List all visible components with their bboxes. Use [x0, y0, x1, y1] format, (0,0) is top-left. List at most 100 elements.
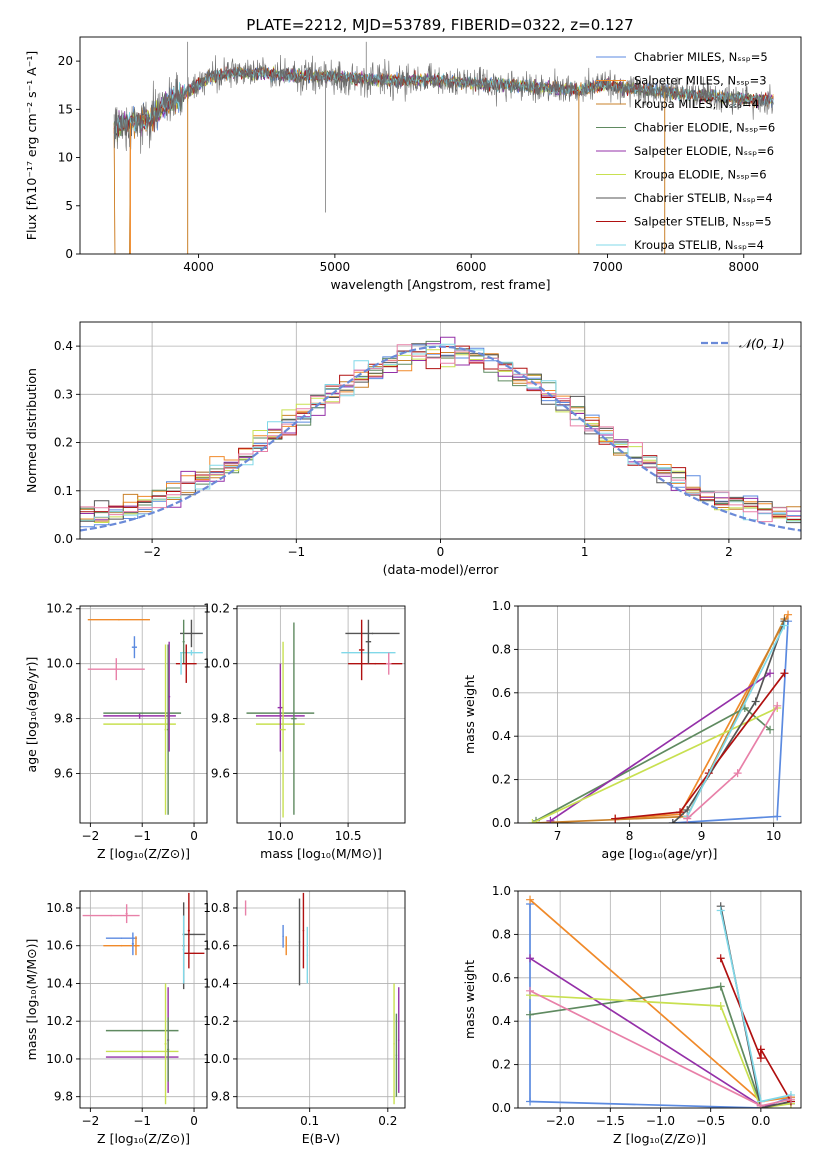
data-point [190, 651, 193, 654]
data-point [120, 937, 123, 939]
axes-frame [79, 890, 208, 1109]
plot-area [244, 892, 400, 1105]
data-point [282, 935, 284, 938]
y-tick-label: 10.2 [203, 1014, 230, 1028]
y-tick-label: 10.2 [203, 602, 230, 616]
data-point [182, 640, 185, 643]
figure-title: PLATE=2212, MJD=53789, FIBERID=0322, z=0… [246, 16, 633, 34]
weight-line [529, 994, 792, 1108]
y-tick-label: 0.1 [54, 484, 73, 498]
x-tick-label: 0.2 [378, 1114, 397, 1128]
y-tick-label: 0.2 [54, 436, 73, 450]
y-tick-label: 9.8 [211, 1090, 230, 1104]
data-point [141, 712, 144, 714]
data-point [293, 717, 295, 720]
chart-weight_vs_Z: −2.0 −1.5 −1.0 −0.5 0.0 0.0 0.2 0.4 0.6 0.8 1.0 Z [… [462, 884, 802, 1146]
legend-label: 𝒩(0, 1) [739, 336, 785, 351]
data-point [302, 929, 305, 932]
data-point [164, 728, 167, 731]
x-axis-label: Z [log₁₀(Z/Z⊙)] [97, 846, 190, 861]
y-tick-label: 0.0 [492, 1101, 511, 1115]
data-point [244, 907, 247, 909]
y-tick-label: 0.4 [54, 339, 73, 353]
plus-marker [780, 621, 789, 630]
axes-frame [79, 605, 208, 824]
x-tick-label: −1 [287, 545, 305, 559]
y-axis-label: mass [log₁₀(M/M⊙)] [24, 939, 39, 1061]
plus-marker [528, 819, 537, 823]
x-tick-label: 5000 [320, 260, 351, 274]
y-tick-label: 0.2 [492, 1058, 511, 1072]
histogram-step [80, 344, 801, 523]
plus-marker [526, 895, 535, 904]
y-tick-label: 0.6 [492, 686, 511, 700]
x-axis-label: Z [log₁₀(Z/Z⊙)] [613, 1131, 706, 1146]
x-tick-label: −1 [133, 1114, 151, 1128]
y-tick-label: 0.2 [492, 773, 511, 787]
plot-area [113, 41, 774, 254]
normal-curve [80, 345, 801, 532]
data-point [397, 1039, 400, 1041]
plot-area [87, 618, 203, 815]
y-tick-label: 1.0 [492, 884, 511, 898]
y-tick-label: 0.4 [492, 1014, 511, 1028]
plus-marker [756, 1054, 765, 1063]
y-tick-label: 10.6 [203, 939, 230, 953]
y-axis-label: mass weight [462, 675, 477, 754]
x-tick-label: −1.0 [646, 1114, 675, 1128]
legend-label: Kroupa MILES, Nₛₛₚ=4 [634, 97, 759, 111]
y-tick-label: 10.0 [203, 657, 230, 671]
plus-marker [716, 1002, 725, 1011]
x-tick-label: 10.5 [335, 829, 362, 843]
legend-label: Chabrier STELIB, Nₛₛₚ=4 [634, 191, 773, 205]
axes-frame [517, 890, 802, 1109]
plus-marker [780, 669, 789, 678]
x-axis-label: age [log₁₀(age/yr)] [602, 846, 718, 861]
data-point [120, 944, 123, 947]
data-point [298, 941, 301, 943]
legend-label: Chabrier ELODIE, Nₛₛₚ=6 [634, 121, 775, 135]
data-point [115, 668, 118, 670]
x-tick-label: 8000 [728, 260, 759, 274]
data-point [164, 1043, 167, 1045]
x-axis-label: (data-model)/error [383, 562, 500, 577]
legend-label: Kroupa STELIB, Nₛₛₚ=4 [634, 238, 764, 252]
plus-marker [716, 954, 725, 963]
data-point [141, 1029, 144, 1032]
plus-marker [526, 954, 535, 963]
plus-marker [546, 816, 555, 823]
weight-line [549, 672, 771, 822]
y-axis-label: mass weight [462, 960, 477, 1039]
x-tick-label: −1.5 [596, 1114, 625, 1128]
weight-line [615, 672, 786, 820]
x-tick-label: 0.1 [300, 1114, 319, 1128]
y-axis-label: Normed distribution [24, 368, 39, 493]
data-point [182, 948, 185, 951]
weight-line [532, 707, 778, 823]
x-tick-label: 10 [766, 829, 781, 843]
x-tick-label: 1 [581, 545, 589, 559]
y-tick-label: 9.6 [54, 767, 73, 781]
plus-marker [773, 812, 782, 821]
x-tick-label: −1 [133, 829, 151, 843]
data-point [141, 1050, 144, 1053]
y-tick-label: 10.2 [46, 602, 73, 616]
plus-marker [751, 697, 760, 706]
data-point [393, 1043, 395, 1045]
y-tick-label: 0.0 [54, 532, 73, 546]
y-tick-label: 10.4 [46, 976, 73, 990]
chart-spectrum: Chabrier MILES, Nₛₛₚ=5 Salpeter MILES, Nₛ… [24, 36, 802, 292]
y-tick-label: 10.4 [203, 976, 230, 990]
data-point [306, 954, 309, 956]
plot-area [528, 610, 793, 823]
axes-frame [236, 605, 406, 824]
plot-area [80, 336, 801, 532]
x-tick-label: 9 [698, 829, 706, 843]
data-point [135, 944, 137, 947]
legend-label: Kroupa ELODIE, Nₛₛₚ=6 [634, 168, 767, 182]
x-tick-label: 0 [190, 1114, 198, 1128]
data-point [371, 632, 374, 635]
x-tick-label: −2.0 [546, 1114, 575, 1128]
y-tick-label: 0.6 [492, 971, 511, 985]
plus-marker [786, 1095, 795, 1104]
